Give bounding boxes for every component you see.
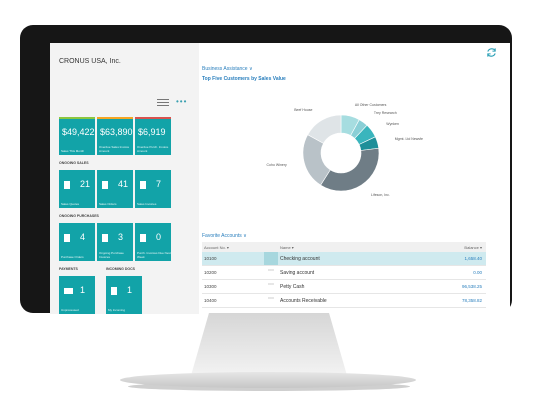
chart-slice-label: All Other Customers [354,102,387,107]
kpi-value: $63,890 [100,127,133,137]
role-center-panel: CRONUS USA, Inc. ••• $49,422 Sales This … [50,43,199,314]
chart-slice-label: Beef House [294,107,313,112]
kpi-indicator-bar [97,117,133,119]
tile-label: Sales Orders [99,201,117,206]
tile-count: 0 [156,232,162,242]
kpi-value: $6,919 [138,127,166,137]
tile-label: My Incoming [108,307,126,312]
tile-my-incoming-documents[interactable]: 1 My Incoming [106,276,142,314]
row-actions-icon[interactable]: ⋯ [268,296,274,302]
account-no: 10200 [204,270,217,275]
table-row[interactable]: 10400 ⋯ Accounts Receivable 78,358.82 [202,294,486,308]
tile-label: Ongoing Purchase Invoices [99,251,124,259]
kpi-indicator-bar [135,117,171,119]
column-header-name[interactable]: Name ▾ [280,245,294,250]
document-icon [64,181,70,189]
row-selection-marker [264,252,278,265]
kpi-tile-sales-this-month[interactable]: $49,422 Sales This Month [59,117,95,155]
table-row[interactable]: 10100 Checking account 1,658.40 [202,252,486,266]
chart-slice-label: Lifeson, Inc. [371,193,390,198]
account-no: 10100 [204,256,217,261]
kpi-label: Overdue Purch. Invoice Amount [137,145,169,153]
row-actions-icon[interactable]: ⋯ [268,282,274,288]
kpi-indicator-bar [59,117,95,119]
section-title-ongoing-sales: ONGOING SALES [59,161,89,165]
document-icon [140,234,146,242]
tile-label: Sales Invoices [137,201,157,206]
table-header: Account No. ▾ Name ▾ Balance ▾ [202,242,486,252]
chart-slice-label: Coho Winery [266,163,287,168]
tile-count: 1 [80,285,86,295]
chart-slice-label: Wynken [386,121,399,126]
account-no: 10300 [204,284,217,289]
hamburger-menu-icon[interactable] [157,99,169,106]
tile-count: 7 [156,179,162,189]
document-icon [102,234,108,242]
app-screen: CRONUS USA, Inc. ••• $49,422 Sales This … [50,43,510,314]
account-name[interactable]: Saving account [280,270,315,276]
tile-count: 4 [80,232,86,242]
refresh-icon[interactable] [486,47,497,58]
tile-purchase-orders[interactable]: 4 Purchase Orders [59,223,95,261]
section-title-incoming-docs: INCOMING DOCS [106,267,135,271]
table-row[interactable]: 10200 ⋯ Saving account 0.00 [202,266,486,280]
tile-sales-invoices[interactable]: 7 Sales Invoices [135,170,171,208]
kpi-tile-overdue-sales[interactable]: $63,890 Overdue Sales Invoice Amount [97,117,133,155]
tile-count: 3 [118,232,124,242]
account-no: 10400 [204,298,217,303]
kpi-tile-overdue-purchase[interactable]: $6,919 Overdue Purch. Invoice Amount [135,117,171,155]
company-name: CRONUS USA, Inc. [59,58,121,65]
tile-sales-quotes[interactable]: 21 Sales Quotes [59,170,95,208]
monitor-stand-base [120,372,416,388]
document-icon [102,181,108,189]
content-panel: Business Assistance ∨ Top Five Customers… [199,43,510,314]
account-name[interactable]: Checking account [280,256,320,262]
kpi-label: Sales This Month [61,148,85,153]
document-icon [111,287,117,295]
chart-title: Top Five Customers by Sales Value [202,76,286,82]
document-icon [140,181,146,189]
account-balance[interactable]: 78,358.82 [461,298,482,303]
account-balance[interactable]: 1,658.40 [464,256,482,261]
payment-icon [64,288,73,294]
tile-count: 1 [127,285,133,295]
tile-sales-orders[interactable]: 41 Sales Orders [97,170,133,208]
windows-logo-icon [258,296,268,306]
kpi-label: Overdue Sales Invoice Amount [99,145,130,153]
tile-label: Unprocessed [61,307,79,312]
table-row[interactable]: 10300 ⋯ Petty Cash 96,538.25 [202,280,486,294]
account-balance[interactable]: 0.00 [473,270,482,275]
donut-slice[interactable] [307,114,342,144]
tile-label: Purch. Invoices Due Next Week [137,251,171,259]
tile-purch-invoices-due[interactable]: 0 Purch. Invoices Due Next Week [135,223,171,261]
top-customers-donut-chart [302,114,380,192]
account-name[interactable]: Petty Cash [280,284,305,290]
tile-label: Purchase Orders [61,254,84,259]
tile-count: 21 [80,179,91,189]
monitor-bezel: CRONUS USA, Inc. ••• $49,422 Sales This … [20,25,512,314]
chart-slice-label: Trey Research [373,110,397,115]
chart-slice-label: Mgmt. Ltd Newsfe [394,137,423,142]
section-title-payments: PAYMENTS [59,267,78,271]
more-options-icon[interactable]: ••• [176,97,188,106]
row-actions-icon[interactable]: ⋯ [268,268,274,274]
tile-ongoing-purchase-invoices[interactable]: 3 Ongoing Purchase Invoices [97,223,133,261]
tile-count: 41 [118,179,129,189]
tile-unprocessed-payments[interactable]: 1 Unprocessed [59,276,95,314]
document-icon [64,234,70,242]
column-header-account-no[interactable]: Account No. ▾ [204,245,229,250]
business-assistance-dropdown[interactable]: Business Assistance ∨ [202,66,253,72]
column-header-balance[interactable]: Balance ▾ [464,245,482,250]
section-title-ongoing-purchases: ONGOING PURCHASES [59,214,99,218]
kpi-value: $49,422 [62,127,95,137]
account-name[interactable]: Accounts Receivable [280,298,327,304]
monitor-stand-neck [190,313,348,379]
tile-label: Sales Quotes [61,201,80,206]
favorite-accounts-dropdown[interactable]: Favorite Accounts ∨ [202,233,247,239]
account-balance[interactable]: 96,538.25 [461,284,482,289]
